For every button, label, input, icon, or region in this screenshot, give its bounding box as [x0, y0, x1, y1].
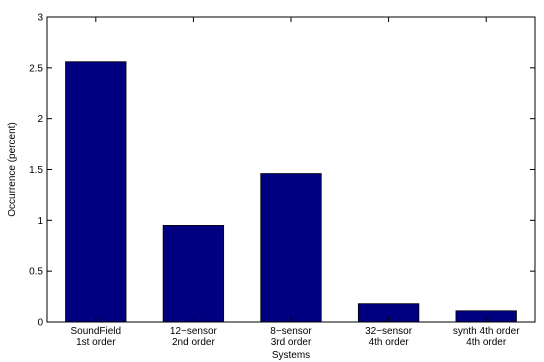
y-axis-ticks: 0 0.5 1 1.5 2 2.5 3	[29, 13, 535, 329]
axes-frame	[46, 16, 536, 323]
x-tick-label: 12−sensor 2nd order	[170, 326, 218, 348]
x-tick-label: SoundField 1st order	[71, 326, 122, 348]
x-axis-tick-labels: SoundField 1st order 12−sensor 2nd order 8−s…	[71, 17, 520, 348]
y-tick-label: 1	[37, 216, 43, 227]
bars	[65, 61, 517, 323]
bar	[260, 173, 322, 323]
x-tick-label: synth 4th order 4th order	[453, 326, 520, 348]
y-tick-label: 1.5	[29, 165, 43, 176]
x-tick-label: 32−sensor 4th order	[365, 326, 413, 348]
y-tick-label: 0.5	[29, 267, 43, 278]
x-tick-label: 8−sensor 3rd order	[270, 326, 312, 348]
y-axis-label: Occurrence (percent)	[7, 122, 18, 216]
y-tick-label: 3	[37, 13, 43, 24]
bar	[162, 225, 225, 323]
y-tick-label: 0	[37, 318, 43, 329]
y-tick-label: 2	[37, 114, 43, 125]
bar	[65, 61, 127, 323]
x-axis-label: Systems	[272, 350, 310, 361]
y-tick-label: 2.5	[29, 63, 43, 74]
